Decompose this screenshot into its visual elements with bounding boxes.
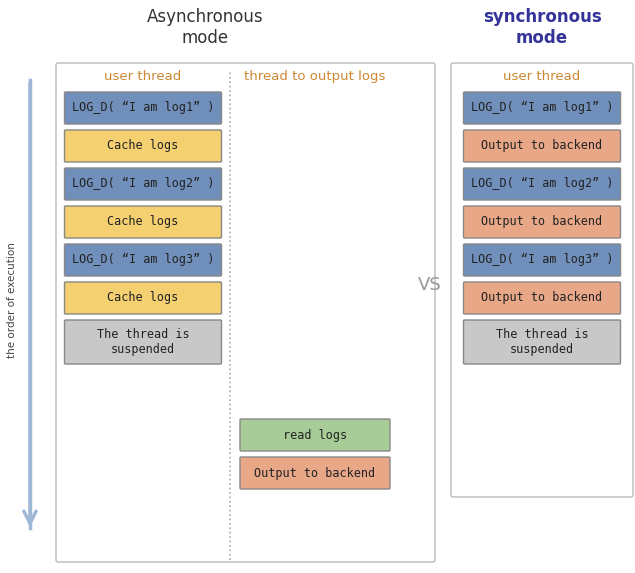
FancyBboxPatch shape [240,419,390,451]
FancyBboxPatch shape [65,244,222,276]
FancyBboxPatch shape [65,206,222,238]
Text: Output to backend: Output to backend [255,466,375,480]
Text: LOG_D( “I am log3” ): LOG_D( “I am log3” ) [471,253,613,266]
Text: Cache logs: Cache logs [107,292,178,304]
FancyBboxPatch shape [464,206,620,238]
FancyBboxPatch shape [464,282,620,314]
Text: user thread: user thread [504,70,580,83]
Text: Output to backend: Output to backend [481,139,603,152]
Text: synchronous
mode: synchronous mode [483,8,601,47]
Text: Asynchronous
mode: Asynchronous mode [147,8,264,47]
Text: Cache logs: Cache logs [107,139,178,152]
FancyBboxPatch shape [464,92,620,124]
Text: LOG_D( “I am log1” ): LOG_D( “I am log1” ) [471,101,613,115]
Text: user thread: user thread [104,70,182,83]
Text: Cache logs: Cache logs [107,215,178,229]
Text: LOG_D( “I am log3” ): LOG_D( “I am log3” ) [72,253,214,266]
FancyBboxPatch shape [65,168,222,200]
Text: LOG_D( “I am log2” ): LOG_D( “I am log2” ) [72,178,214,190]
Text: Output to backend: Output to backend [481,292,603,304]
FancyBboxPatch shape [65,282,222,314]
FancyBboxPatch shape [240,457,390,489]
FancyBboxPatch shape [56,63,435,562]
Text: LOG_D( “I am log1” ): LOG_D( “I am log1” ) [72,101,214,115]
FancyBboxPatch shape [464,130,620,162]
Text: The thread is
suspended: The thread is suspended [496,328,588,356]
Text: thread to output logs: thread to output logs [244,70,385,83]
Text: read logs: read logs [283,429,347,442]
FancyBboxPatch shape [464,320,620,364]
FancyBboxPatch shape [65,130,222,162]
FancyBboxPatch shape [451,63,633,497]
FancyBboxPatch shape [65,320,222,364]
Text: LOG_D( “I am log2” ): LOG_D( “I am log2” ) [471,178,613,190]
FancyBboxPatch shape [464,244,620,276]
FancyBboxPatch shape [464,168,620,200]
Text: the order of execution: the order of execution [7,242,17,358]
FancyBboxPatch shape [65,92,222,124]
Text: The thread is
suspended: The thread is suspended [97,328,189,356]
Text: Output to backend: Output to backend [481,215,603,229]
Text: VS: VS [418,276,442,294]
